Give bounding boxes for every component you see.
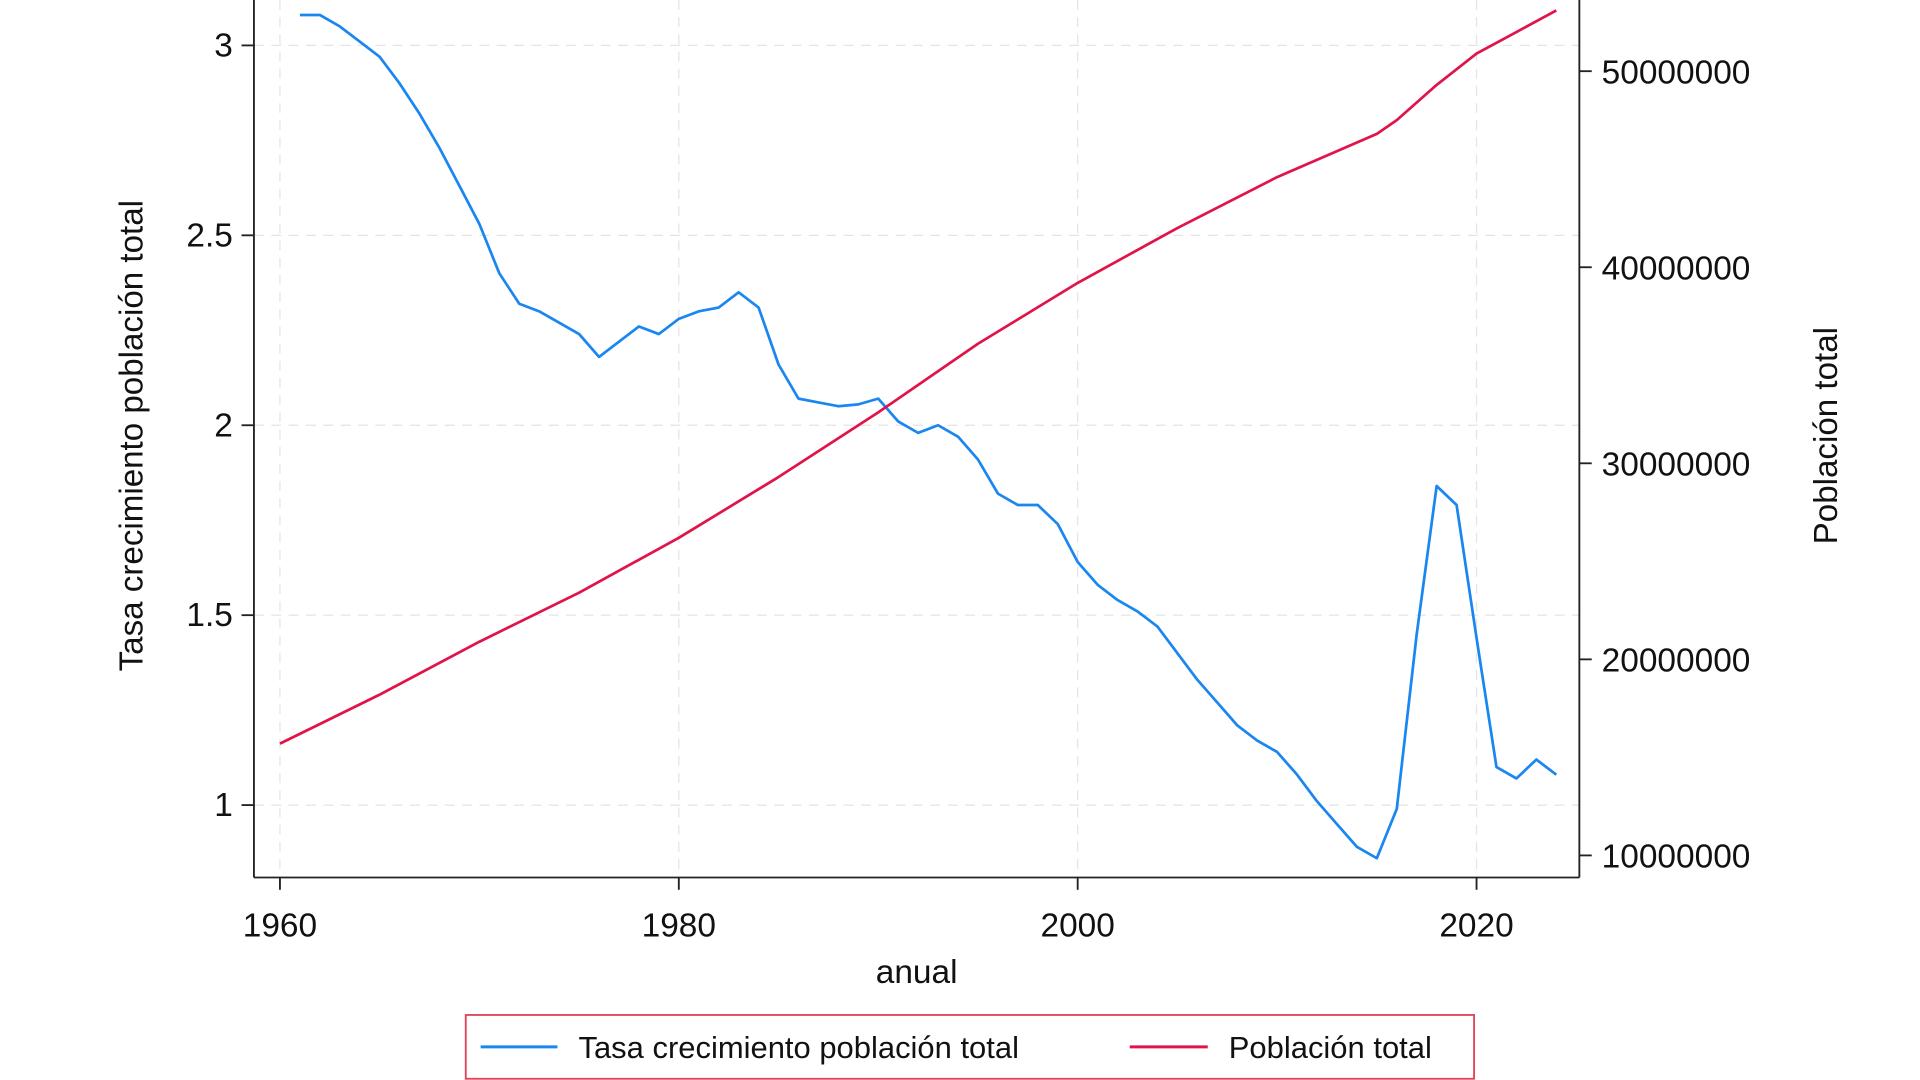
legend-label-population: Población total <box>1229 1030 1432 1065</box>
y-left-tick-label: 3 <box>214 28 233 65</box>
ticks: 1960 1980 2000 2020 1 1.5 2 2.5 3 10000000 2000000… <box>186 28 1750 945</box>
y-left-tick-label: 1 <box>214 787 233 824</box>
x-tick-label: 2000 <box>1040 908 1114 945</box>
legend: Tasa crecimiento población total Poblaci… <box>464 1014 1475 1080</box>
y-right-tick-label: 40000000 <box>1602 251 1751 288</box>
legend-box <box>464 1014 1475 1080</box>
y-left-tick-label: 2 <box>214 407 233 444</box>
y-right-tick-label: 50000000 <box>1602 55 1751 92</box>
x-tick-label: 1980 <box>642 908 716 945</box>
y-right-tick-label: 10000000 <box>1602 839 1751 876</box>
legend-label-growth-rate: Tasa crecimiento población total <box>578 1030 1018 1065</box>
x-tick-label: 1960 <box>243 908 317 945</box>
y-left-tick-label: 2.5 <box>186 218 232 255</box>
y-right-tick-label: 20000000 <box>1602 643 1751 680</box>
y-right-axis-label: Población total <box>1808 327 1845 544</box>
series-line-growth-rate <box>299 13 1558 860</box>
y-right-tick-label: 30000000 <box>1602 447 1751 484</box>
y-left-tick-label: 1.5 <box>186 597 232 634</box>
grid <box>253 0 1580 878</box>
y-left-axis-label: Tasa crecimiento población total <box>113 200 150 671</box>
x-tick-label: 2020 <box>1439 908 1513 945</box>
x-axis-label: anual <box>876 954 958 991</box>
series <box>279 9 1558 860</box>
series-line-population <box>279 9 1557 745</box>
